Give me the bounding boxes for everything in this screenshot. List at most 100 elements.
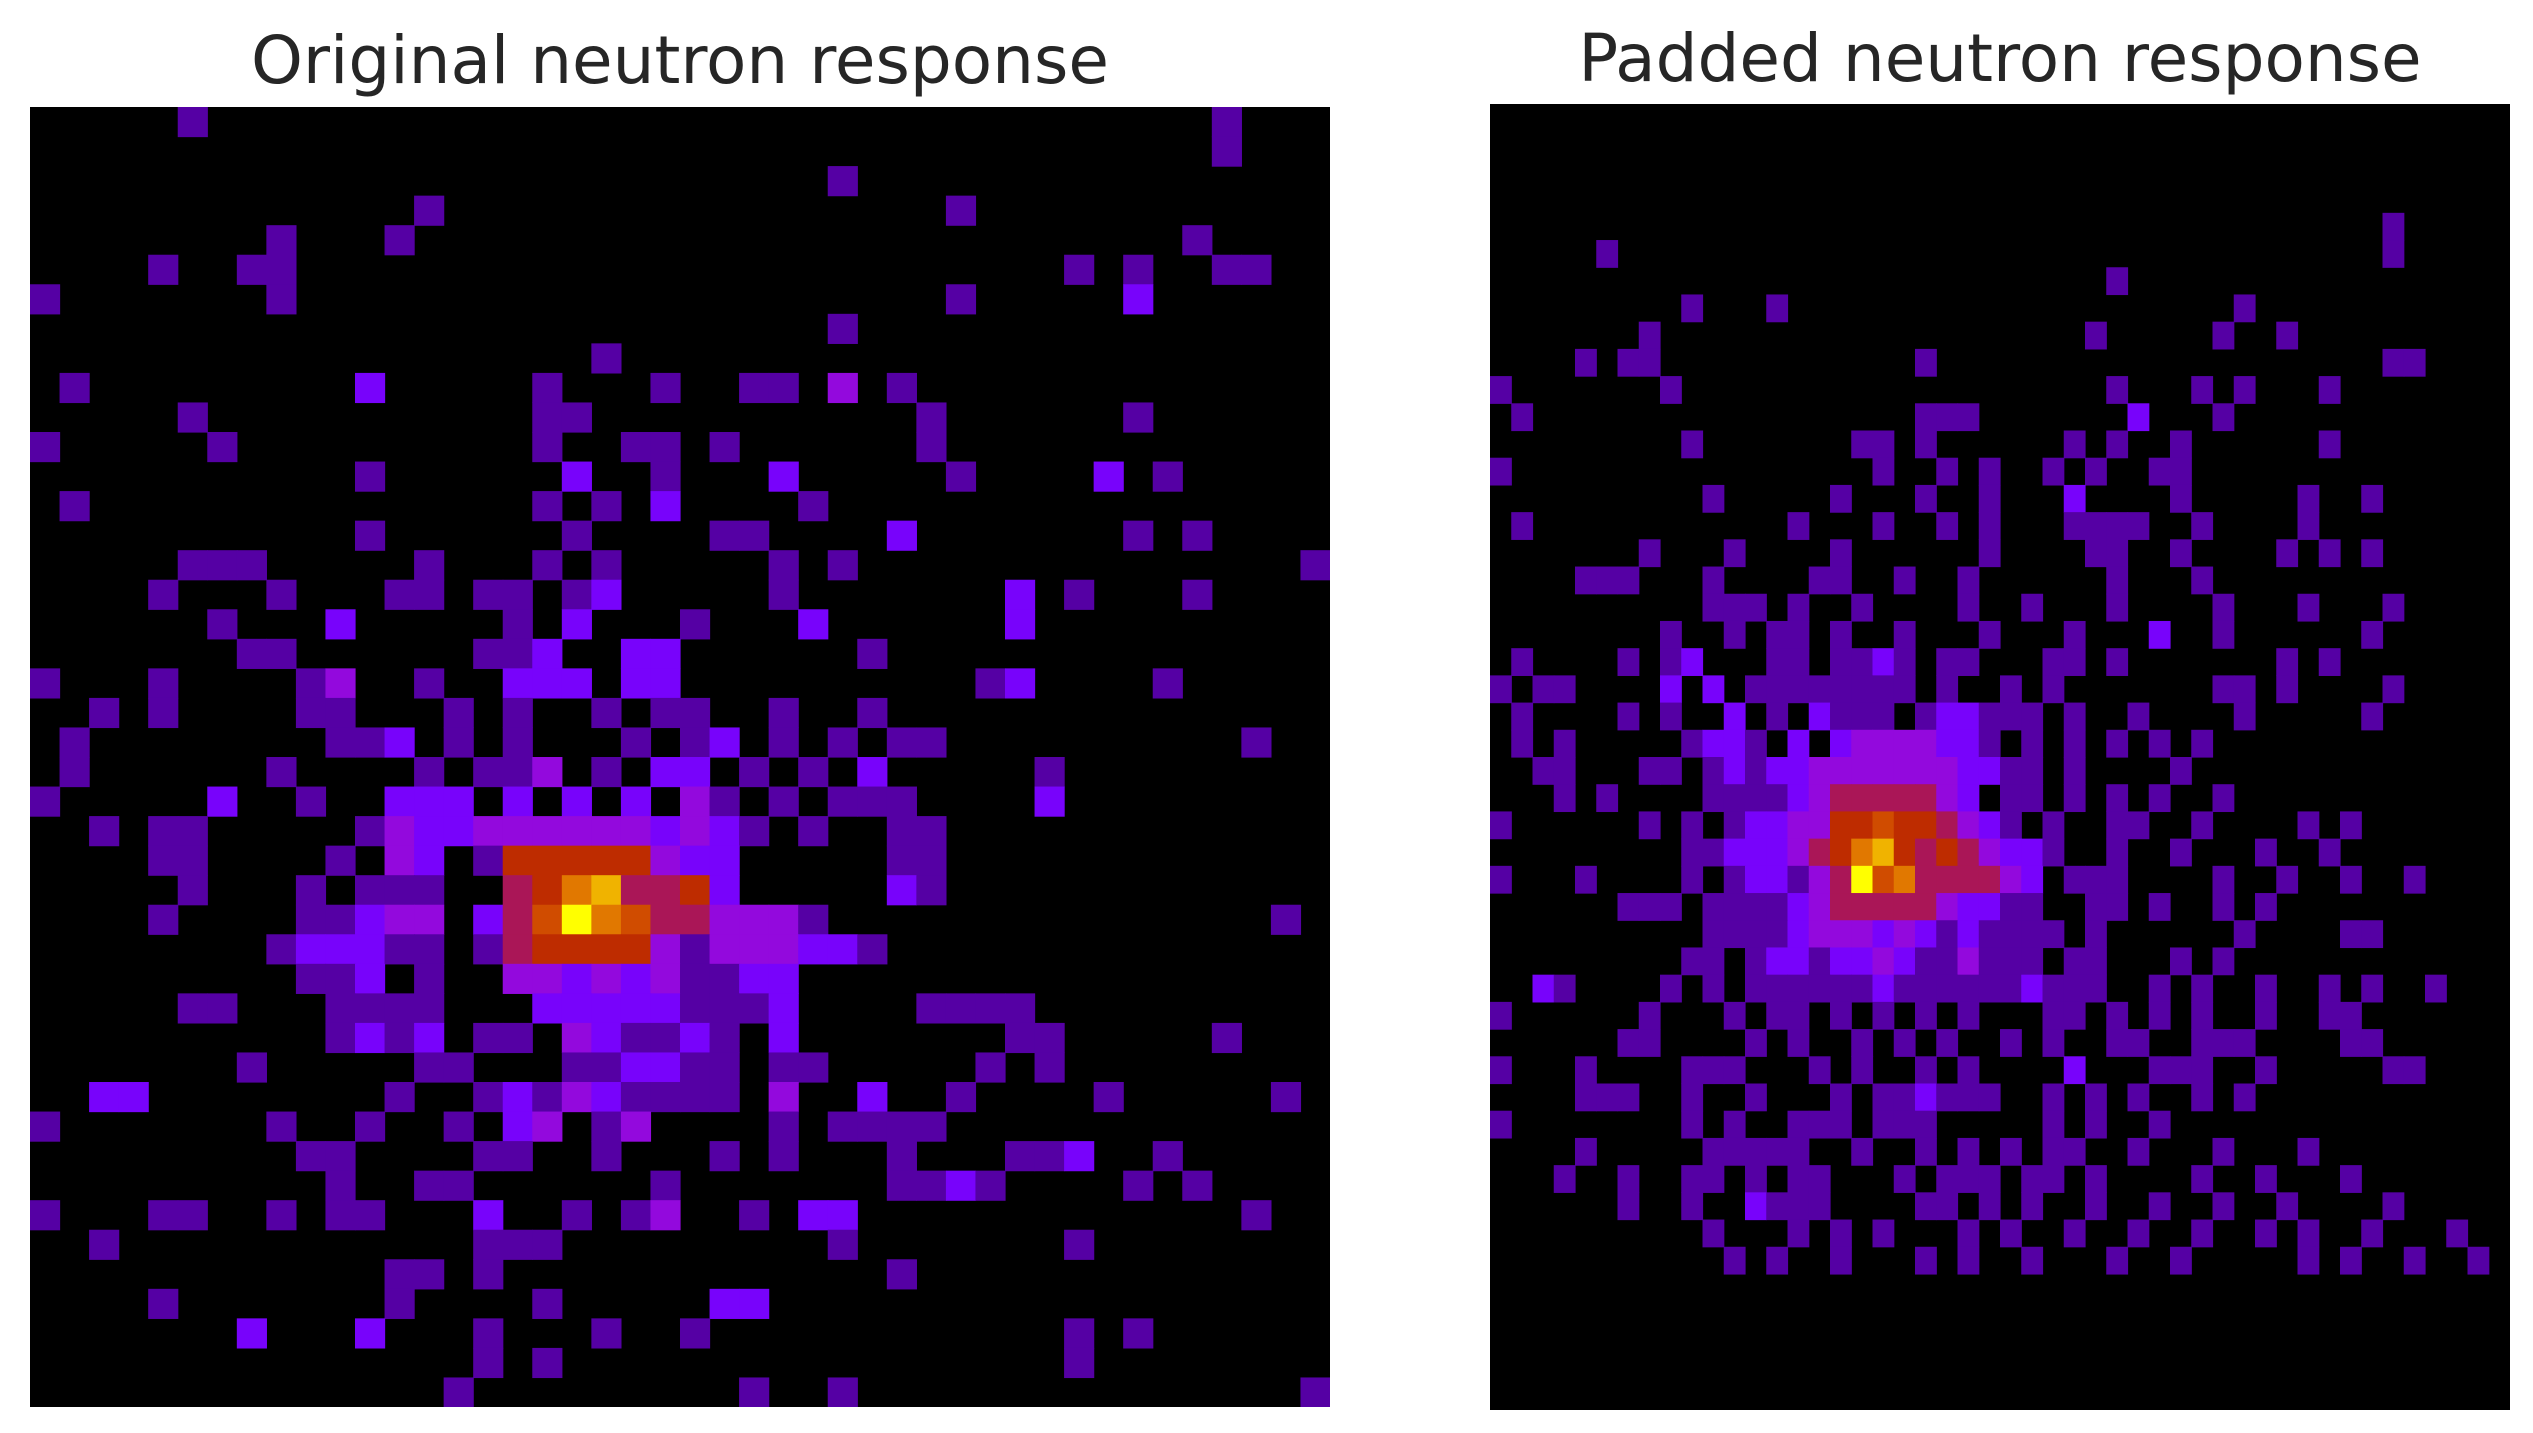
heatmap-cell bbox=[1978, 457, 2001, 486]
heatmap-cell bbox=[2042, 838, 2065, 867]
heatmap-cell bbox=[1808, 675, 1831, 704]
heatmap-cell bbox=[473, 1259, 504, 1290]
heatmap-cell bbox=[1681, 294, 1704, 323]
heatmap-cell bbox=[325, 934, 356, 965]
heatmap-cell bbox=[2382, 348, 2405, 377]
heatmap-cell bbox=[1745, 920, 1767, 949]
heatmap-cell bbox=[650, 993, 681, 1024]
heatmap-cell bbox=[1034, 786, 1065, 817]
heatmap-cell bbox=[1978, 620, 2001, 649]
heatmap-cell bbox=[1808, 865, 1831, 894]
heatmap-cell bbox=[1808, 1056, 1831, 1085]
heatmap-cell bbox=[1787, 920, 1810, 949]
heatmap-cell bbox=[561, 402, 592, 433]
heatmap-cell bbox=[2212, 1192, 2235, 1221]
heatmap-cell bbox=[384, 727, 415, 758]
heatmap-cell bbox=[1681, 430, 1704, 459]
heatmap-cell bbox=[709, 1141, 740, 1172]
heatmap-cell bbox=[1123, 1170, 1154, 1201]
heatmap-cell bbox=[1830, 920, 1852, 949]
heatmap-cell bbox=[1915, 811, 1937, 840]
heatmap-cell bbox=[1893, 865, 1916, 894]
heatmap-cell bbox=[1005, 1022, 1036, 1054]
heatmap-cell bbox=[650, 668, 681, 699]
heatmap-cell bbox=[1978, 865, 2001, 894]
heatmap-cell bbox=[355, 1200, 386, 1231]
heatmap-cell bbox=[680, 1082, 711, 1113]
heatmap-cell bbox=[827, 1377, 858, 1407]
heatmap-cell bbox=[1211, 107, 1242, 138]
heatmap-cell bbox=[1787, 675, 1810, 704]
heatmap-cell bbox=[2297, 1219, 2320, 1248]
heatmap-cell bbox=[561, 579, 592, 610]
heatmap-cell bbox=[739, 1200, 770, 1231]
heatmap-cell bbox=[355, 461, 386, 492]
heatmap-cell bbox=[2127, 403, 2150, 432]
heatmap-cell bbox=[1064, 579, 1095, 610]
heatmap-cell bbox=[473, 904, 504, 935]
heatmap-cell bbox=[473, 1200, 504, 1231]
heatmap-cell bbox=[2106, 838, 2129, 867]
heatmap-cell bbox=[2085, 974, 2107, 1003]
heatmap-cell bbox=[1681, 947, 1704, 976]
heatmap-cell bbox=[443, 1052, 474, 1083]
heatmap-cell bbox=[532, 491, 563, 522]
heatmap-cell bbox=[1978, 811, 2001, 840]
heatmap-cell bbox=[1617, 648, 1640, 676]
heatmap-cell bbox=[2212, 403, 2235, 432]
heatmap-cell bbox=[30, 1111, 61, 1142]
heatmap-cell bbox=[443, 1170, 474, 1201]
heatmap-cell bbox=[1957, 1246, 1980, 1275]
heatmap-cell bbox=[2085, 947, 2107, 976]
heatmap-cell bbox=[2042, 457, 2065, 486]
heatmap-cell bbox=[1957, 920, 1980, 949]
heatmap-cell bbox=[620, 875, 652, 906]
heatmap-cell bbox=[1617, 1029, 1640, 1057]
heatmap-cell bbox=[355, 1318, 386, 1349]
heatmap-cell bbox=[1978, 702, 2001, 731]
heatmap-cell bbox=[1851, 974, 1874, 1003]
heatmap-cell bbox=[591, 963, 622, 994]
heatmap-cell bbox=[1490, 376, 1512, 404]
heatmap-cell bbox=[650, 934, 681, 965]
heatmap-cell bbox=[2021, 838, 2044, 867]
heatmap-cell bbox=[1872, 512, 1895, 540]
heatmap-cell bbox=[148, 668, 179, 699]
heatmap-cell bbox=[1638, 539, 1661, 568]
heatmap-cell bbox=[1766, 920, 1789, 949]
heatmap-cell bbox=[2467, 1246, 2490, 1275]
heatmap-cell bbox=[2170, 947, 2192, 976]
heatmap-cell bbox=[2021, 1192, 2044, 1221]
heatmap-cell bbox=[2106, 430, 2129, 459]
heatmap-cell bbox=[1936, 893, 1959, 921]
heatmap-cell bbox=[1893, 974, 1916, 1003]
heatmap-cell bbox=[266, 1111, 297, 1142]
heatmap-cell bbox=[532, 668, 563, 699]
heatmap-cell bbox=[1978, 893, 2001, 921]
heatmap-cell bbox=[561, 1082, 592, 1113]
heatmap-cell bbox=[1851, 1137, 1874, 1166]
heatmap-cell bbox=[739, 993, 770, 1024]
heatmap-cell bbox=[2021, 784, 2044, 813]
heatmap-cell bbox=[295, 668, 327, 699]
heatmap-cell bbox=[236, 1318, 267, 1349]
heatmap-cell bbox=[2212, 893, 2235, 921]
heatmap-cell bbox=[2170, 539, 2192, 568]
heatmap-cell bbox=[502, 638, 533, 669]
heatmap-cell bbox=[561, 786, 592, 817]
heatmap-cell bbox=[2000, 1029, 2022, 1057]
heatmap-cell bbox=[1553, 1165, 1576, 1193]
heatmap-cell bbox=[59, 727, 90, 758]
heatmap-cell bbox=[2233, 1029, 2256, 1057]
heatmap-cell bbox=[827, 727, 858, 758]
heatmap-cell bbox=[2148, 784, 2171, 813]
heatmap-cell bbox=[591, 934, 622, 965]
heatmap-cell bbox=[1005, 609, 1036, 640]
heatmap-cell bbox=[502, 963, 533, 994]
heatmap-cell bbox=[2446, 1219, 2469, 1248]
heatmap-cell bbox=[355, 727, 386, 758]
heatmap-cell bbox=[680, 609, 711, 640]
heatmap-cell bbox=[1511, 512, 1534, 540]
heatmap-cell bbox=[532, 1347, 563, 1379]
heatmap-cell bbox=[1766, 838, 1789, 867]
